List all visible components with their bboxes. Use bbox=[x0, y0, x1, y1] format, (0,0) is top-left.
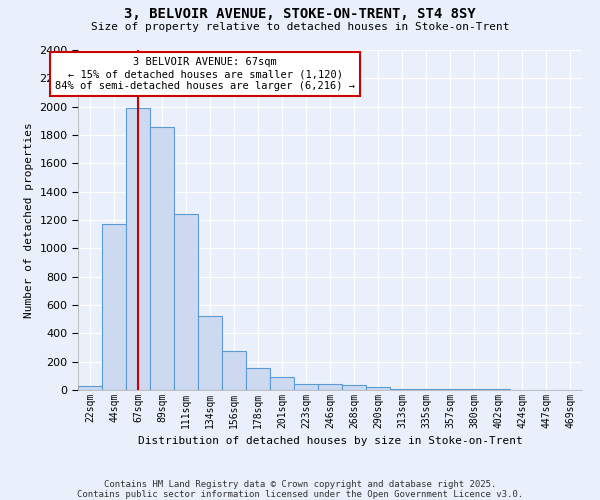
Text: Contains public sector information licensed under the Open Government Licence v3: Contains public sector information licen… bbox=[77, 490, 523, 499]
Bar bbox=[102, 224, 126, 390]
Bar bbox=[150, 126, 174, 390]
X-axis label: Distribution of detached houses by size in Stoke-on-Trent: Distribution of detached houses by size … bbox=[137, 436, 523, 446]
Bar bbox=[318, 384, 342, 390]
Bar bbox=[78, 386, 102, 390]
Y-axis label: Number of detached properties: Number of detached properties bbox=[24, 122, 34, 318]
Text: Size of property relative to detached houses in Stoke-on-Trent: Size of property relative to detached ho… bbox=[91, 22, 509, 32]
Bar bbox=[222, 351, 246, 390]
Bar bbox=[198, 316, 222, 390]
Text: 3, BELVOIR AVENUE, STOKE-ON-TRENT, ST4 8SY: 3, BELVOIR AVENUE, STOKE-ON-TRENT, ST4 8… bbox=[124, 8, 476, 22]
Bar bbox=[366, 387, 390, 390]
Bar bbox=[342, 385, 366, 390]
Text: Contains HM Land Registry data © Crown copyright and database right 2025.: Contains HM Land Registry data © Crown c… bbox=[104, 480, 496, 489]
Bar bbox=[414, 389, 438, 390]
Bar bbox=[294, 384, 318, 390]
Bar bbox=[174, 214, 198, 390]
Bar bbox=[270, 376, 294, 390]
Bar bbox=[246, 368, 270, 390]
Text: 3 BELVOIR AVENUE: 67sqm
← 15% of detached houses are smaller (1,120)
84% of semi: 3 BELVOIR AVENUE: 67sqm ← 15% of detache… bbox=[55, 58, 355, 90]
Bar bbox=[126, 108, 150, 390]
Bar bbox=[390, 388, 414, 390]
